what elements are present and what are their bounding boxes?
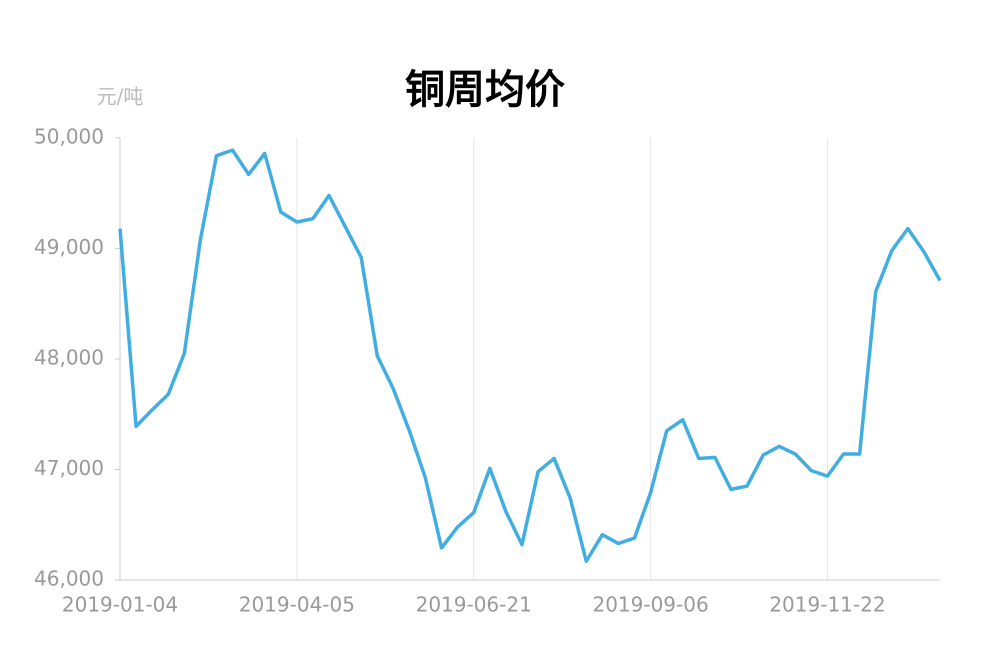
y-axis-label: 元/吨 xyxy=(97,85,144,109)
y-tick-label: 48,000 xyxy=(34,346,104,370)
x-tick-label: 2019-04-05 xyxy=(239,593,355,617)
y-tick-label: 47,000 xyxy=(34,456,104,480)
chart-title: 铜周均价 xyxy=(405,67,565,113)
y-tick-label: 46,000 xyxy=(34,567,104,591)
line xyxy=(118,148,942,563)
y-tick-label: 49,000 xyxy=(34,235,104,259)
x-tick-label: 2019-09-06 xyxy=(592,593,708,617)
x-tick-label: 2019-11-22 xyxy=(769,593,885,617)
x-tick-label: 2019-06-21 xyxy=(416,593,532,617)
y-tick-label: 50,000 xyxy=(34,125,104,149)
x-tick-label: 2019-01-04 xyxy=(62,593,178,617)
